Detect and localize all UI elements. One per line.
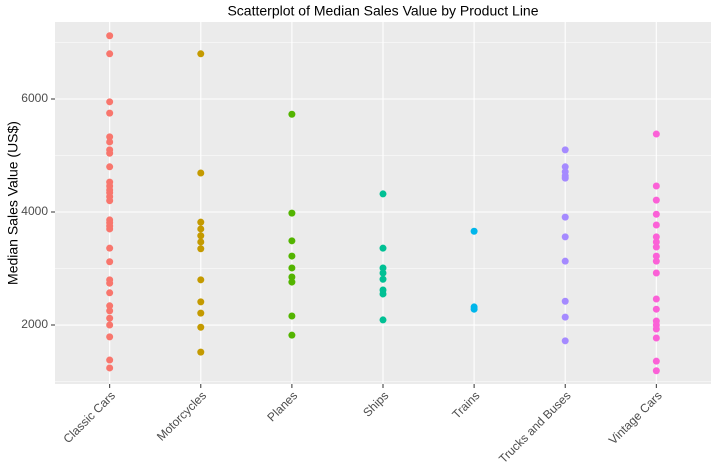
point — [652, 295, 660, 303]
point — [197, 276, 205, 284]
point — [288, 331, 296, 339]
point — [288, 110, 296, 118]
point — [197, 232, 205, 240]
point — [197, 323, 205, 331]
point — [561, 146, 569, 154]
point — [197, 309, 205, 317]
point — [106, 302, 114, 310]
y-axis-title: Median Sales Value (US$) — [5, 121, 21, 285]
x-tick-label: Motorcycles — [154, 388, 209, 443]
point — [106, 364, 114, 372]
x-tick-label: Classic Cars — [61, 388, 119, 446]
x-tick-label: Ships — [360, 388, 391, 419]
point — [652, 130, 660, 138]
x-tick-label: Planes — [264, 388, 300, 424]
y-tick-label: 4000 — [21, 204, 48, 218]
y-tick-label: 6000 — [21, 91, 48, 105]
point — [652, 210, 660, 218]
point — [106, 314, 114, 322]
point — [652, 243, 660, 251]
point — [106, 133, 114, 141]
point — [652, 334, 660, 342]
point — [561, 213, 569, 221]
point — [652, 233, 660, 241]
point — [561, 337, 569, 345]
point — [379, 269, 387, 277]
point — [652, 357, 660, 365]
point — [561, 174, 569, 182]
point — [652, 196, 660, 204]
point — [106, 50, 114, 58]
point — [288, 273, 296, 281]
point — [106, 333, 114, 341]
point — [106, 163, 114, 171]
x-tick-label: Trucks and Buses — [496, 388, 574, 466]
point — [652, 257, 660, 265]
point — [652, 238, 660, 246]
point — [379, 275, 387, 283]
point — [561, 257, 569, 265]
point — [106, 98, 114, 106]
point — [106, 225, 114, 233]
point — [106, 109, 114, 117]
x-tick-label: Vintage Cars — [606, 388, 665, 447]
point — [106, 289, 114, 297]
point — [288, 312, 296, 320]
point — [106, 149, 114, 157]
point — [652, 325, 660, 333]
point — [288, 252, 296, 260]
point — [561, 313, 569, 321]
point — [379, 244, 387, 252]
point — [288, 278, 296, 286]
point — [379, 316, 387, 324]
point — [197, 298, 205, 306]
point — [106, 244, 114, 252]
point — [652, 221, 660, 229]
point — [197, 225, 205, 233]
point — [197, 218, 205, 226]
point — [106, 197, 114, 205]
point — [288, 237, 296, 245]
point — [106, 307, 114, 315]
point — [197, 169, 205, 177]
point — [561, 163, 569, 171]
point — [379, 290, 387, 298]
point — [470, 305, 478, 313]
point — [652, 182, 660, 190]
point — [106, 321, 114, 329]
point — [197, 245, 205, 253]
point — [197, 50, 205, 58]
point — [288, 264, 296, 272]
chart-title: Scatterplot of Median Sales Value by Pro… — [227, 3, 538, 19]
point — [106, 258, 114, 266]
point — [561, 233, 569, 241]
point — [652, 269, 660, 277]
point — [197, 348, 205, 356]
point — [561, 297, 569, 305]
point — [106, 32, 114, 40]
point — [106, 356, 114, 364]
y-tick-label: 2000 — [21, 317, 48, 331]
point — [288, 209, 296, 217]
point — [652, 305, 660, 313]
point — [379, 190, 387, 198]
point — [106, 138, 114, 146]
point — [470, 227, 478, 235]
point — [379, 264, 387, 272]
x-tick-label: Trains — [449, 388, 482, 421]
point — [106, 279, 114, 287]
point — [652, 367, 660, 375]
point — [652, 252, 660, 260]
point — [197, 238, 205, 246]
